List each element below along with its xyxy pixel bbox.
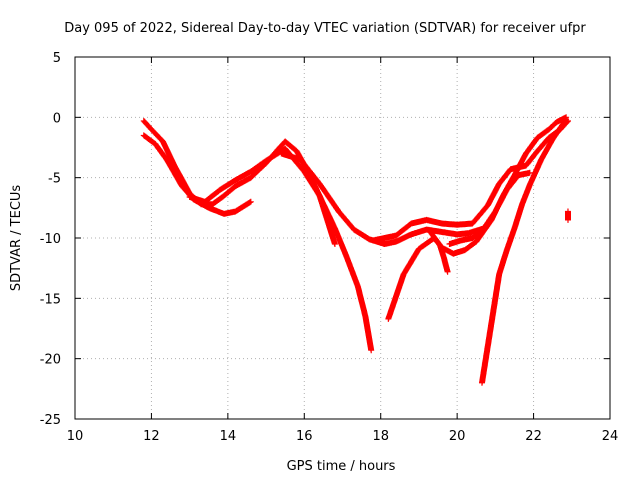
data-point-markers	[427, 228, 451, 275]
x-tick-label: 12	[143, 429, 160, 444]
series-track-e	[370, 118, 571, 244]
y-tick-label: 5	[53, 51, 61, 66]
x-axis-label: GPS time / hours	[287, 459, 396, 474]
y-axis-label: SDTVAR / TECUs	[9, 185, 24, 292]
x-tick-label: 14	[220, 429, 237, 444]
x-tick-label: 10	[67, 429, 84, 444]
axes	[74, 56, 611, 420]
data-points	[140, 114, 571, 386]
x-tick-label: 22	[525, 429, 542, 444]
y-tick-label: -10	[40, 232, 61, 247]
x-tick-label: 16	[296, 429, 313, 444]
series-track-c	[186, 145, 375, 354]
plot-border	[74, 56, 611, 420]
y-tick-label: -15	[40, 292, 61, 307]
data-point-markers	[446, 230, 484, 248]
data-point-markers	[370, 118, 571, 244]
series-track-j	[564, 208, 571, 223]
tick-labels: 10 12 14 16 18 20 22 24 -25 -20 -15 -10 -5 0 5	[40, 51, 619, 444]
series-track-i	[478, 116, 570, 386]
series-track-h	[446, 230, 484, 248]
data-point-markers	[478, 116, 570, 386]
series-track-g	[427, 228, 451, 275]
x-tick-label: 20	[449, 429, 466, 444]
x-tick-label: 24	[602, 429, 619, 444]
data-point-markers	[564, 208, 571, 223]
y-tick-label: 0	[53, 111, 61, 126]
y-tick-label: -25	[40, 413, 61, 428]
x-tick-label: 18	[372, 429, 389, 444]
chart-title: Day 095 of 2022, Sidereal Day-to-day VTE…	[64, 21, 586, 36]
y-tick-label: -5	[48, 172, 61, 187]
y-tick-label: -20	[40, 353, 61, 368]
data-point-markers	[186, 145, 375, 354]
